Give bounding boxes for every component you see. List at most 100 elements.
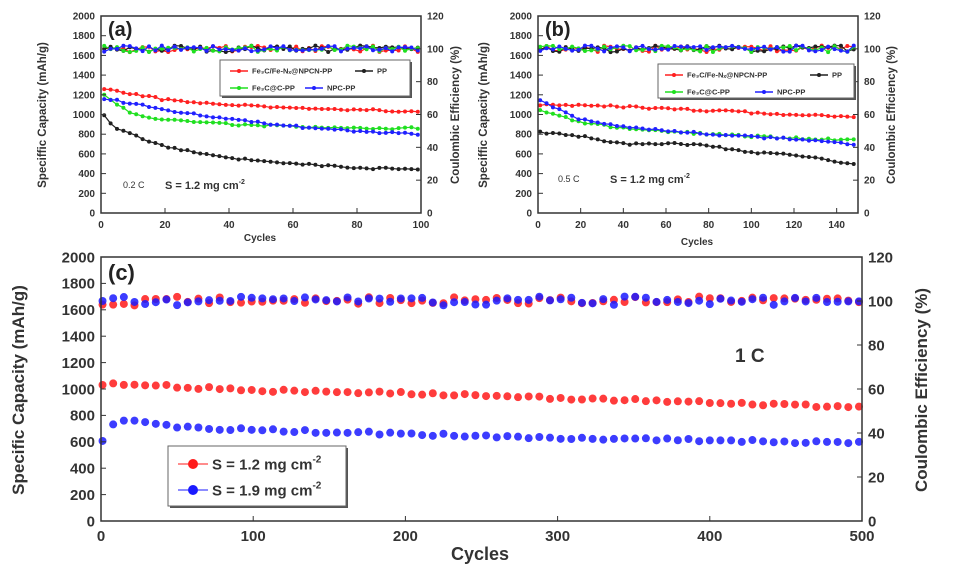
ce-point	[102, 43, 107, 48]
capacity-point	[544, 101, 549, 106]
capacity-point	[787, 112, 792, 117]
ce-point	[678, 47, 683, 52]
legend-marker	[188, 459, 198, 469]
legend-marker	[362, 69, 366, 73]
ce-point	[439, 301, 448, 310]
ce-point	[826, 50, 831, 55]
capacity-point	[191, 100, 196, 105]
capacity-point	[736, 109, 741, 114]
y-tick-label: 1200	[510, 90, 533, 101]
capacity-point	[153, 140, 158, 145]
capacity-point	[211, 153, 215, 158]
ce-point	[673, 297, 682, 306]
capacity-point	[854, 402, 863, 411]
capacity-point	[191, 111, 196, 116]
y-right-tick-label: 0	[864, 209, 870, 220]
y-right-tick-label: 40	[868, 425, 885, 442]
ce-point	[716, 294, 725, 303]
y-right-tick-label: 20	[427, 176, 439, 187]
capacity-point	[730, 108, 735, 113]
capacity-point	[237, 424, 246, 433]
capacity-point	[762, 111, 767, 116]
ce-point	[294, 44, 299, 49]
capacity-point	[678, 130, 683, 135]
capacity-point	[403, 125, 407, 130]
ce-point	[749, 47, 754, 52]
x-tick-label: 20	[575, 220, 587, 231]
capacity-point	[582, 103, 587, 108]
capacity-point	[614, 104, 619, 109]
capacity-point	[614, 124, 619, 129]
capacity-point	[640, 105, 645, 110]
capacity-point	[685, 106, 690, 111]
capacity-point	[205, 424, 214, 433]
y-tick-label: 1000	[62, 381, 95, 398]
capacity-point	[620, 396, 629, 405]
ce-point	[723, 45, 728, 50]
capacity-point	[294, 123, 299, 128]
legend: S = 1.2 mg cm-2 S = 1.9 mg cm-2	[167, 445, 348, 508]
capacity-point	[183, 422, 192, 431]
capacity-point	[258, 387, 267, 396]
capacity-point	[608, 122, 613, 127]
x-tick-label: 100	[413, 220, 430, 231]
capacity-point	[364, 166, 369, 171]
capacity-point	[300, 105, 305, 110]
capacity-point	[151, 419, 160, 428]
capacity-point	[377, 108, 382, 113]
capacity-point	[631, 395, 640, 404]
ce-point	[371, 44, 375, 49]
capacity-point	[223, 116, 228, 121]
capacity-point	[141, 381, 150, 390]
ce-point	[396, 294, 405, 303]
superscript: -2	[312, 480, 321, 491]
ce-point	[663, 295, 672, 304]
capacity-point	[204, 120, 209, 125]
capacity-point	[627, 142, 632, 147]
ce-point	[762, 49, 767, 54]
y-axis-label: Speciffic Capacity (mAh/g)	[37, 42, 49, 188]
ce-point	[672, 43, 677, 48]
ce-point	[237, 298, 246, 307]
capacity-point	[742, 133, 747, 138]
ce-point	[130, 297, 139, 306]
ce-point	[415, 48, 420, 53]
capacity-point	[119, 380, 128, 389]
capacity-point	[134, 101, 139, 106]
capacity-point	[833, 437, 842, 446]
ce-point	[383, 46, 388, 51]
ce-point	[205, 296, 214, 305]
ce-point	[544, 46, 549, 51]
capacity-point	[822, 402, 831, 411]
capacity-point	[801, 400, 810, 409]
capacity-point	[768, 151, 773, 156]
y-right-tick-label: 0	[427, 209, 433, 220]
ce-point	[151, 298, 160, 307]
capacity-point	[653, 142, 658, 147]
capacity-point	[570, 118, 575, 123]
capacity-point	[319, 126, 324, 131]
ce-point	[550, 47, 555, 52]
y-tick-label: 1800	[510, 31, 533, 42]
capacity-point	[332, 163, 337, 168]
capacity-point	[279, 385, 288, 394]
capacity-point	[147, 105, 151, 110]
ce-point	[294, 48, 299, 53]
capacity-point	[119, 416, 128, 425]
capacity-point	[396, 429, 405, 438]
ce-point	[599, 295, 608, 304]
ce-point	[631, 292, 640, 301]
capacity-point	[217, 115, 222, 120]
capacity-point	[108, 121, 113, 126]
capacity-point	[279, 427, 288, 436]
capacity-point	[774, 136, 779, 141]
ce-point	[407, 294, 416, 303]
x-tick-label: 80	[351, 220, 363, 231]
capacity-point	[243, 102, 247, 107]
ce-point	[109, 294, 118, 303]
capacity-point	[723, 133, 728, 138]
capacity-point	[217, 102, 222, 107]
capacity-point	[663, 397, 672, 406]
capacity-point	[383, 130, 388, 135]
